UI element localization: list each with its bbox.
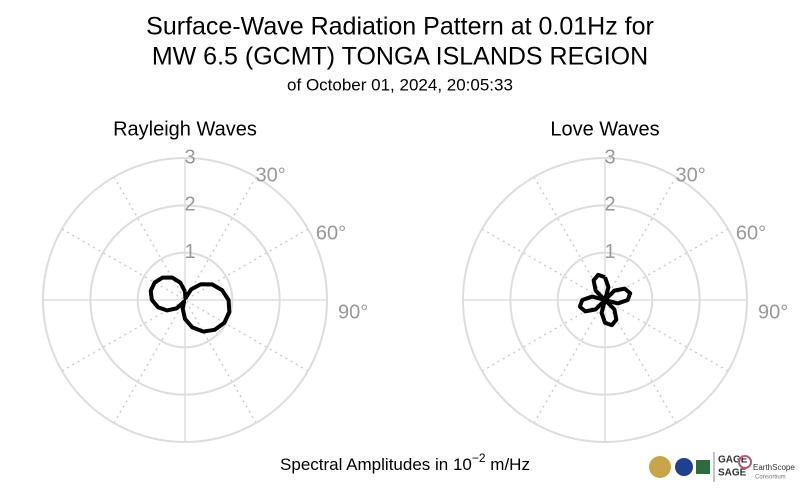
logo-gage: GAGE (718, 455, 748, 466)
title-line: Surface-Wave Radiation Pattern at 0.01Hz… (146, 13, 654, 41)
logo-consortium: Consortium (755, 475, 786, 481)
theta-tick-label: 60° (736, 222, 766, 244)
logo-earthscope: EarthScope (753, 463, 795, 472)
r-grid-circle (556, 251, 654, 349)
logo-nasa (675, 458, 693, 476)
r-tick-label: 1 (184, 241, 195, 263)
pattern-curve (148, 275, 232, 334)
subplot-title: Love Waves (550, 118, 659, 140)
subplot-title: Rayleigh Waves (113, 118, 257, 140)
logos: GAGE SAGE EarthScope Consortium (649, 452, 795, 482)
footer-sup: −2 (472, 451, 486, 465)
theta-tick-label: 30° (256, 164, 286, 186)
r-tick-label: 1 (604, 241, 615, 263)
r-tick-label: 3 (184, 146, 195, 168)
r-grid-circle (462, 157, 748, 443)
footer: Spectral Amplitudes in 10−2 m/Hz (280, 451, 530, 474)
r-tick-label: 2 (184, 194, 195, 216)
logo-sage: SAGE (718, 468, 747, 479)
theta-tick-label: 90° (758, 301, 788, 323)
r-grid-circle (509, 204, 701, 396)
r-grid-circle (136, 251, 234, 349)
footer-text: Spectral Amplitudes in 10 (280, 455, 472, 474)
theta-tick-label: 60° (316, 222, 346, 244)
r-grid-circle (42, 157, 328, 443)
subtitle: of October 01, 2024, 20:05:33 (287, 75, 513, 94)
theta-tick-label: 90° (338, 301, 368, 323)
theta-tick-label: 30° (676, 164, 706, 186)
r-tick-label: 2 (604, 194, 615, 216)
logo-earthscope-mark (738, 455, 752, 469)
r-grid-circle (89, 204, 281, 396)
footer-after: m/Hz (486, 455, 530, 474)
title-line: MW 6.5 (GCMT) TONGA ISLANDS REGION (152, 43, 648, 71)
pattern-curve (577, 272, 633, 328)
logo-usgs (696, 460, 710, 474)
r-tick-label: 3 (604, 146, 615, 168)
logo-nsf (649, 456, 671, 478)
